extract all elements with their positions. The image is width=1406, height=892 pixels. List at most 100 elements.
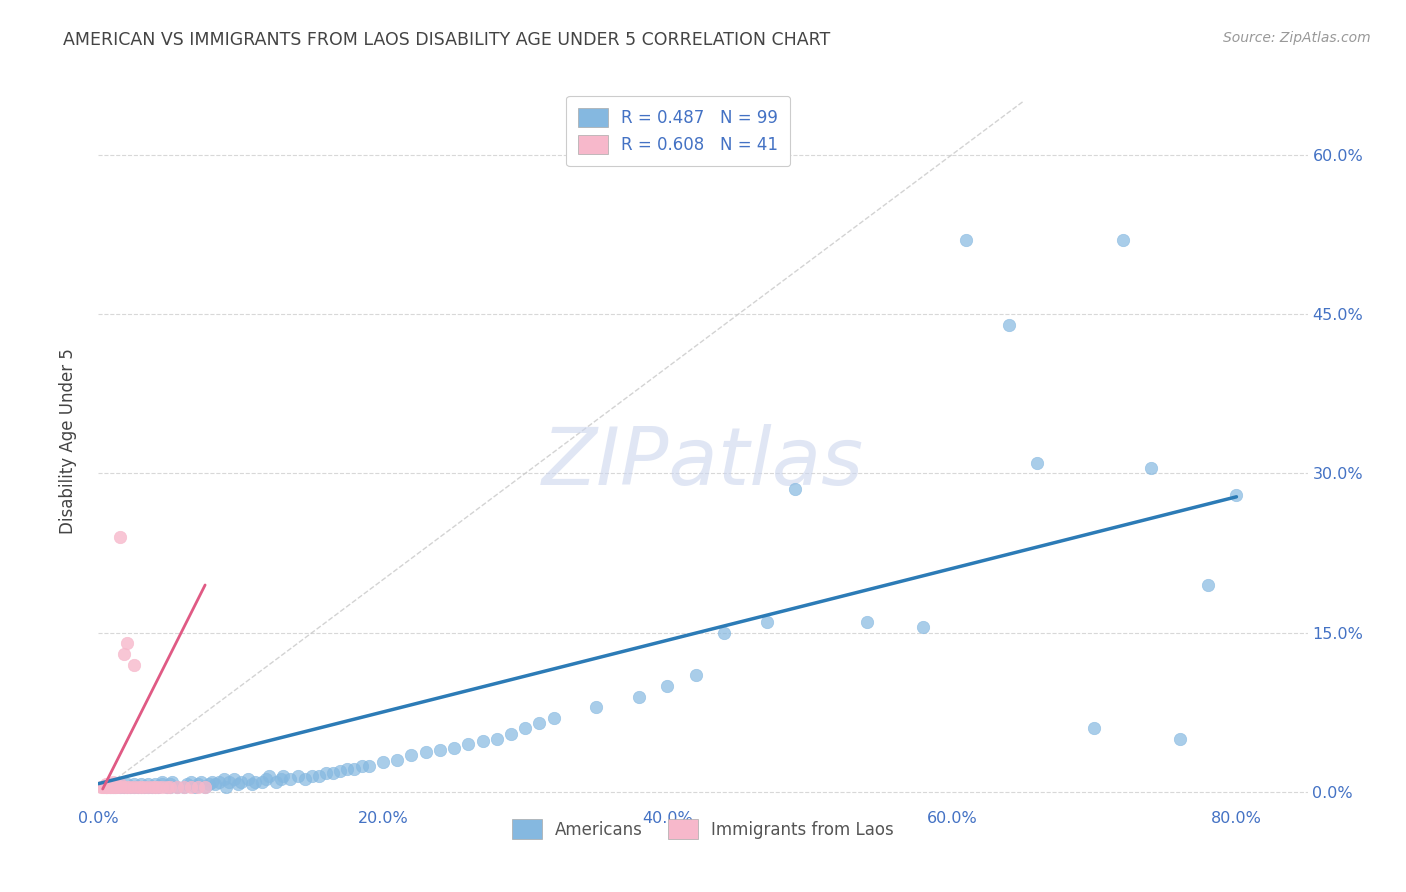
Point	[108, 780, 131, 794]
Point	[173, 780, 195, 794]
Point	[129, 780, 152, 794]
Text: AMERICAN VS IMMIGRANTS FROM LAOS DISABILITY AGE UNDER 5 CORRELATION CHART: AMERICAN VS IMMIGRANTS FROM LAOS DISABIL…	[63, 31, 831, 49]
Point	[112, 780, 135, 794]
Point	[308, 769, 330, 783]
Point	[98, 777, 121, 791]
Point	[108, 780, 131, 794]
Point	[159, 780, 181, 794]
Point	[118, 780, 141, 794]
Point	[204, 777, 226, 791]
Point	[236, 772, 259, 787]
Point	[1225, 488, 1247, 502]
Point	[585, 700, 607, 714]
Point	[315, 766, 337, 780]
Point	[350, 758, 373, 772]
Point	[176, 777, 198, 791]
Point	[543, 711, 565, 725]
Point	[226, 777, 249, 791]
Point	[201, 774, 224, 789]
Point	[529, 716, 551, 731]
Point	[190, 774, 212, 789]
Point	[105, 780, 128, 794]
Point	[243, 774, 266, 789]
Point	[101, 774, 124, 789]
Point	[141, 780, 163, 794]
Point	[443, 740, 465, 755]
Point	[98, 780, 121, 794]
Point	[136, 780, 159, 794]
Point	[218, 774, 240, 789]
Point	[122, 780, 145, 794]
Point	[104, 780, 127, 794]
Point	[254, 772, 277, 787]
Point	[329, 764, 352, 778]
Text: Source: ZipAtlas.com: Source: ZipAtlas.com	[1223, 31, 1371, 45]
Point	[1140, 461, 1163, 475]
Point	[146, 780, 169, 794]
Point	[94, 777, 117, 791]
Point	[287, 769, 309, 783]
Point	[132, 780, 155, 794]
Point	[101, 777, 124, 791]
Point	[264, 774, 287, 789]
Point	[322, 766, 344, 780]
Point	[371, 756, 394, 770]
Point	[143, 777, 166, 791]
Point	[115, 636, 138, 650]
Point	[122, 777, 145, 791]
Point	[912, 620, 935, 634]
Point	[215, 780, 238, 794]
Point	[471, 734, 494, 748]
Y-axis label: Disability Age Under 5: Disability Age Under 5	[59, 349, 77, 534]
Point	[136, 777, 159, 791]
Point	[385, 753, 408, 767]
Point	[115, 777, 138, 791]
Point	[101, 780, 124, 794]
Point	[115, 780, 138, 794]
Point	[180, 774, 202, 789]
Point	[90, 780, 112, 794]
Point	[173, 780, 195, 794]
Point	[127, 780, 149, 794]
Point	[100, 780, 122, 794]
Point	[159, 780, 181, 794]
Legend: Americans, Immigrants from Laos: Americans, Immigrants from Laos	[502, 809, 904, 848]
Point	[143, 780, 166, 794]
Point	[499, 727, 522, 741]
Point	[108, 777, 131, 791]
Point	[301, 769, 323, 783]
Point	[118, 780, 141, 794]
Point	[122, 657, 145, 672]
Point	[1197, 578, 1219, 592]
Point	[129, 777, 152, 791]
Point	[212, 772, 235, 787]
Point	[208, 774, 231, 789]
Point	[180, 780, 202, 794]
Point	[785, 483, 807, 497]
Point	[101, 777, 124, 791]
Point	[343, 762, 366, 776]
Point	[166, 780, 188, 794]
Point	[122, 780, 145, 794]
Point	[627, 690, 650, 704]
Point	[152, 777, 174, 791]
Text: ZIPatlas: ZIPatlas	[541, 425, 865, 502]
Point	[184, 780, 207, 794]
Point	[104, 777, 127, 791]
Point	[1026, 456, 1049, 470]
Point	[97, 780, 120, 794]
Point	[415, 745, 437, 759]
Point	[187, 777, 209, 791]
Point	[112, 780, 135, 794]
Point	[94, 780, 117, 794]
Point	[98, 780, 121, 794]
Point	[756, 615, 779, 630]
Point	[104, 780, 127, 794]
Point	[108, 777, 131, 791]
Point	[156, 780, 179, 794]
Point	[250, 774, 273, 789]
Point	[273, 769, 295, 783]
Point	[336, 762, 359, 776]
Point	[127, 780, 149, 794]
Point	[429, 742, 451, 756]
